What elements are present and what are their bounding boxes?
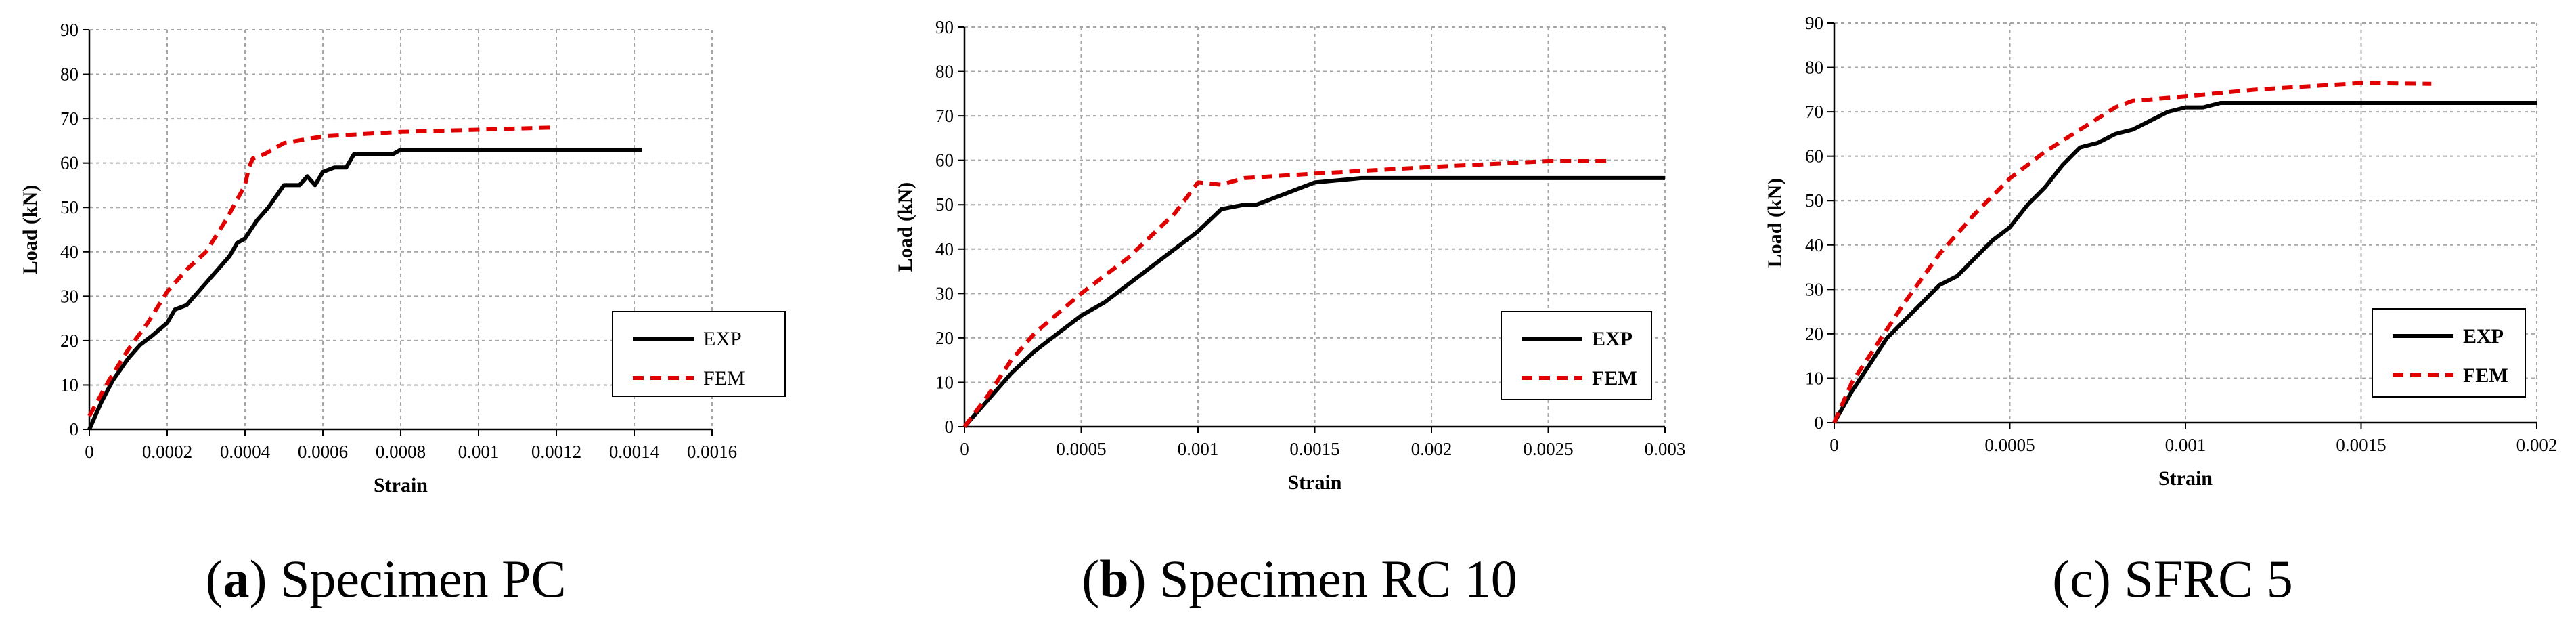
y-tick-label: 20 [60, 331, 79, 351]
y-tick-label: 30 [60, 286, 79, 306]
x-tick-label: 0.0016 [687, 442, 737, 462]
x-axis-title: Strain [2158, 467, 2213, 490]
legend-box [612, 311, 786, 397]
series-line-fem [962, 159, 1607, 428]
chart-a: 0 10 20 30 40 50 60 70 80 90 0 0.0002 0.0004 0.0006 0.… [19, 20, 786, 496]
caption-c-label: c [2070, 549, 2093, 608]
y-tick-label: 0 [1815, 412, 1824, 433]
x-tick-label: 0 [85, 442, 94, 462]
x-tick-label: 0.0015 [1289, 439, 1339, 459]
y-tick-label: 70 [60, 108, 79, 129]
legend-box [2372, 308, 2526, 398]
y-tick-label: 10 [1805, 368, 1823, 388]
legend-label-exp: EXP [703, 328, 742, 350]
series-line-exp [87, 148, 642, 431]
y-tick-label: 60 [60, 153, 79, 173]
legend: EXP FEM [1501, 311, 1652, 400]
x-tick-label: 0.0025 [1523, 439, 1573, 459]
y-tick-label: 90 [935, 17, 954, 37]
x-tick-label: 0 [960, 439, 969, 459]
x-tick-label: 0.003 [1645, 439, 1686, 459]
x-tick-label: 0.002 [1411, 439, 1452, 459]
x-tick-label: 0.0012 [531, 442, 581, 462]
y-tick-label: 60 [935, 150, 954, 171]
caption-b-text: Specimen RC 10 [1159, 549, 1517, 608]
series-line-exp [1832, 101, 2537, 424]
x-axis-title: Strain [374, 474, 428, 496]
caption-b: (b) Specimen RC 10 [1082, 549, 1517, 608]
y-tick-label: 70 [1805, 102, 1823, 122]
legend-label-fem: FEM [2463, 364, 2508, 387]
legend-label-fem: FEM [1592, 367, 1637, 389]
x-tick-label: 0.0005 [1056, 439, 1106, 459]
y-axis-title: Load (kN) [1764, 178, 1786, 268]
legend: EXP FEM [612, 311, 786, 397]
x-tick-label: 0 [1829, 435, 1839, 455]
x-tick-label: 0.0008 [376, 442, 426, 462]
y-tick-label: 0 [70, 419, 79, 440]
y-tick-label: 20 [1805, 324, 1823, 344]
y-tick-label: 60 [1805, 146, 1823, 167]
caption-c-text: SFRC 5 [2124, 549, 2293, 608]
y-tick-label: 90 [60, 20, 79, 40]
y-tick-label: 80 [935, 62, 954, 82]
legend: EXP FEM [2372, 308, 2526, 398]
x-axis-title: Strain [1287, 471, 1341, 494]
x-tick-label: 0.0006 [298, 442, 348, 462]
legend-box [1501, 311, 1652, 400]
caption-b-label: b [1099, 549, 1129, 608]
caption-a-text: Specimen PC [280, 549, 567, 608]
x-tick-label: 0.0014 [609, 442, 660, 462]
y-tick-label: 50 [1805, 190, 1823, 211]
x-tick-label: 0.0004 [220, 442, 271, 462]
series-line-fem [87, 125, 553, 417]
x-tick-label: 0.0005 [1984, 435, 2035, 455]
x-tick-label: 0.0002 [142, 442, 192, 462]
legend-label-fem: FEM [703, 367, 745, 389]
y-tick-label: 40 [935, 239, 954, 259]
series-line-fem [1832, 81, 2432, 424]
y-tick-label: 30 [935, 283, 954, 303]
y-tick-label: 10 [935, 372, 954, 392]
chart-b: 0 10 20 30 40 50 60 70 80 90 0 0.0005 0.001 0.0015 0.0… [894, 17, 1685, 494]
y-tick-label: 40 [1805, 235, 1823, 255]
y-axis-title: Load (kN) [894, 182, 916, 272]
y-tick-label: 70 [935, 106, 954, 126]
y-tick-label: 80 [60, 64, 79, 85]
x-tick-label: 0.002 [2516, 435, 2558, 455]
y-tick-label: 50 [60, 197, 79, 217]
legend-label-exp: EXP [1592, 328, 1633, 350]
y-axis-title: Load (kN) [19, 185, 41, 275]
y-tick-label: 0 [945, 417, 954, 437]
x-tick-label: 0.001 [1178, 439, 1219, 459]
y-tick-label: 40 [60, 242, 79, 262]
x-tick-label: 0.001 [2165, 435, 2206, 455]
y-tick-label: 80 [1805, 58, 1823, 78]
y-tick-label: 90 [1805, 13, 1823, 33]
caption-a-label: a [223, 549, 250, 608]
caption-a: (a) Specimen PC [205, 549, 567, 608]
y-tick-label: 30 [1805, 279, 1823, 299]
caption-c: (c) SFRC 5 [2052, 549, 2293, 608]
y-tick-label: 20 [935, 328, 954, 348]
y-tick-label: 10 [60, 375, 79, 395]
x-tick-label: 0.001 [458, 442, 499, 462]
series-line-exp [962, 175, 1665, 428]
x-tick-label: 0.0015 [2336, 435, 2386, 455]
y-tick-label: 50 [935, 194, 954, 215]
legend-label-exp: EXP [2463, 325, 2504, 347]
chart-c: 0 10 20 30 40 50 60 70 80 90 0 0.0005 0.001 0.0015 0.0… [1764, 13, 2557, 490]
